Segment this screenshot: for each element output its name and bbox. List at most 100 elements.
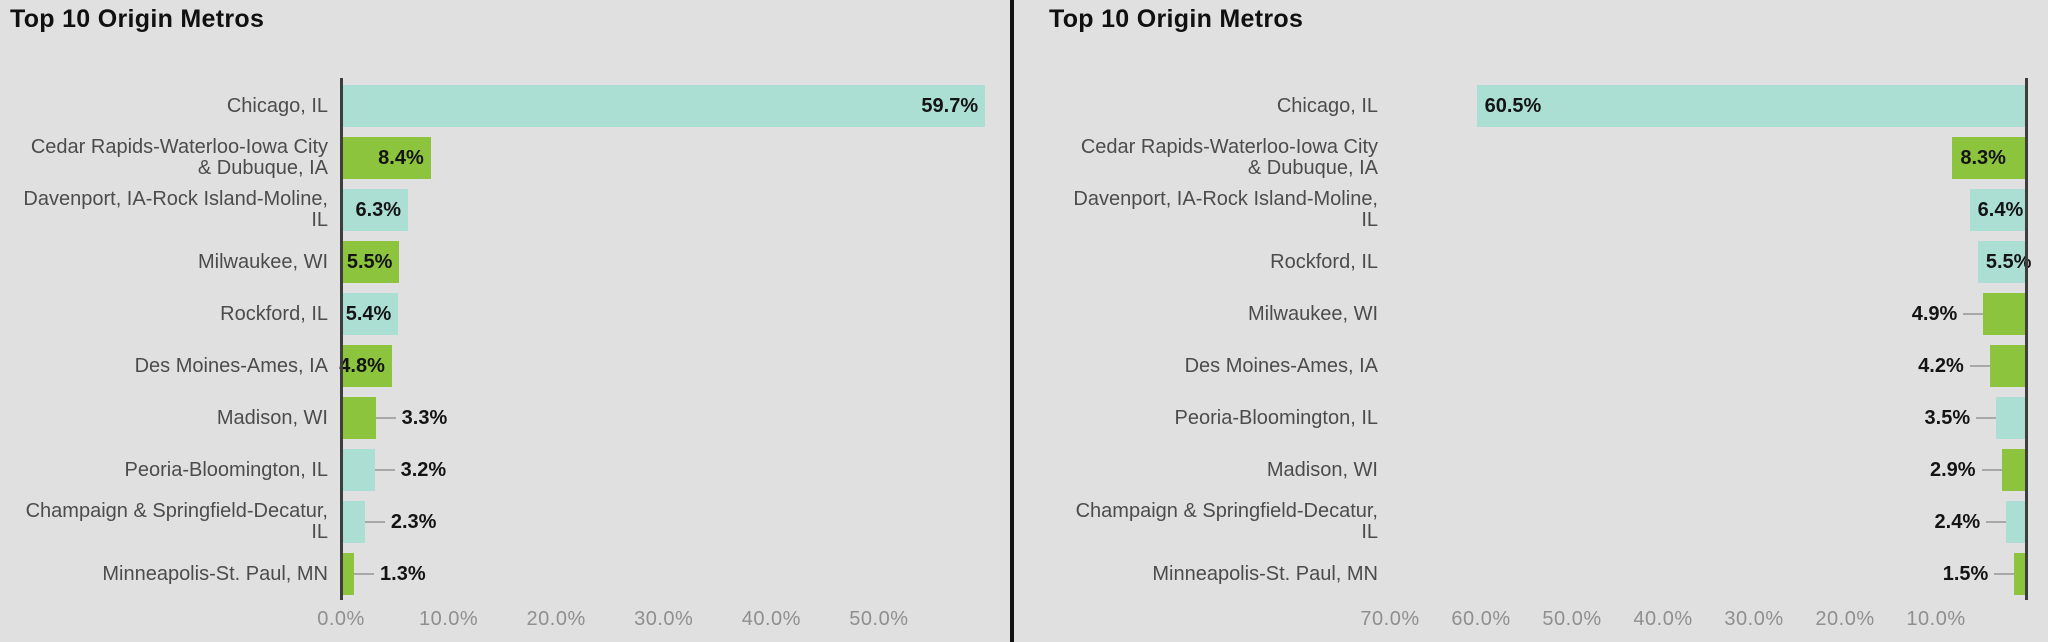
chart-row: Cedar Rapids-Waterloo-Iowa City & Dubuqu… <box>1014 132 2048 184</box>
chart-row: Chicago, IL 59.7% <box>0 80 1010 132</box>
axis-tick-label: 20.0% <box>526 608 586 630</box>
bar[interactable]: 5.4% <box>340 293 399 335</box>
axis-ticks: 0.0% 10.0% 20.0% 30.0% 40.0% 50.0% <box>317 608 1008 634</box>
axis-tick-label: 10.0% <box>418 608 479 630</box>
leader-line <box>1986 521 2007 523</box>
bar[interactable] <box>2006 501 2028 543</box>
bar[interactable] <box>2014 553 2028 595</box>
axis-tick-label: 40.0% <box>741 608 801 630</box>
chart-row: Davenport, IA-Rock Island-Moline, IL 6.3% <box>0 184 1010 236</box>
chart-row: Rockford, IL 5.5% <box>1014 236 2048 288</box>
chart-row: Minneapolis-St. Paul, MN 1.3% <box>0 548 1010 600</box>
value-label-group: 3.2% <box>374 444 447 496</box>
bar-area: 4.8% <box>339 340 1010 392</box>
bar[interactable]: 8.4% <box>340 137 431 179</box>
axis-tick-label: 60.0% <box>1451 608 1511 630</box>
axis-tick-label: 30.0% <box>1724 608 1784 630</box>
bar-area: 2.9% <box>1390 444 2028 496</box>
value-label-group: 2.4% <box>1935 496 2007 548</box>
bar[interactable]: 4.8% <box>339 345 392 387</box>
leader-line <box>1976 417 1997 419</box>
chart-row: Peoria-Bloomington, IL 3.5% <box>1014 392 2048 444</box>
category-label: Cedar Rapids-Waterloo-Iowa City & Dubuqu… <box>1080 136 1378 179</box>
leader-line <box>375 417 396 419</box>
bar[interactable]: 6.3% <box>340 189 409 231</box>
category-label: Madison, WI <box>1266 458 1378 481</box>
value-label: 3.3% <box>401 406 448 429</box>
bar[interactable]: 5.5% <box>1977 241 2031 283</box>
bar[interactable] <box>1983 293 2028 335</box>
value-label-group: 4.9% <box>1912 288 1984 340</box>
origin-metros-chart-right: Top 10 Origin Metros Chicago, IL 60.5% Ced… <box>1014 0 2048 642</box>
axis-tick-label: 40.0% <box>1633 608 1693 630</box>
value-label: 2.3% <box>390 510 437 533</box>
category-label: Peoria-Bloomington, IL <box>1174 406 1378 429</box>
axis-tick-label: 70.0% <box>1360 608 1420 630</box>
chart-row: Milwaukee, WI 5.5% <box>0 236 1010 288</box>
bar[interactable] <box>1996 397 2028 439</box>
rows: Chicago, IL 60.5% Cedar Rapids-Waterloo-Io… <box>1014 80 2048 600</box>
axis-tick-label: 0.0% <box>317 608 365 630</box>
category-label: Des Moines-Ames, IA <box>1184 354 1378 377</box>
bar-area: 3.2% <box>340 444 1010 496</box>
chart-row: Madison, WI 3.3% <box>0 392 1010 444</box>
category-label: Milwaukee, WI <box>1247 302 1378 325</box>
category-label: Milwaukee, WI <box>197 250 328 273</box>
category-label: Minneapolis-St. Paul, MN <box>1152 562 1378 585</box>
axis-tick-label: 10.0% <box>1906 608 1966 630</box>
bar-area: 3.5% <box>1390 392 2028 444</box>
bar-area: 8.3% <box>1390 132 2028 184</box>
value-label-group: 2.3% <box>364 496 437 548</box>
chart-title: Top 10 Origin Metros <box>1049 5 1304 33</box>
axis-line <box>340 78 343 600</box>
bar-area: 3.3% <box>340 392 1010 444</box>
bar[interactable] <box>340 501 365 543</box>
bar-area: 59.7% <box>340 80 1010 132</box>
bar[interactable]: 60.5% <box>1476 85 2028 127</box>
leader-line <box>1994 573 2015 575</box>
category-label: Peoria-Bloomington, IL <box>124 458 328 481</box>
value-label: 1.3% <box>380 562 426 585</box>
bar[interactable] <box>2001 449 2028 491</box>
bar[interactable]: 5.5% <box>340 241 400 283</box>
bar[interactable]: 6.4% <box>1969 189 2028 231</box>
bar-area: 6.3% <box>340 184 1010 236</box>
bar[interactable] <box>340 449 375 491</box>
value-label: 5.4% <box>345 302 392 325</box>
bar[interactable] <box>340 553 355 595</box>
bar-area: 1.3% <box>340 548 1010 600</box>
chart-title: Top 10 Origin Metros <box>10 5 265 33</box>
leader-line <box>1969 365 1990 367</box>
value-label-group: 3.3% <box>375 392 448 444</box>
bar-area: 8.4% <box>340 132 1010 184</box>
value-label: 3.5% <box>1924 406 1971 429</box>
value-label-group: 1.5% <box>1943 548 2015 600</box>
value-label: 6.3% <box>355 198 402 221</box>
chart-row: Rockford, IL 5.4% <box>0 288 1010 340</box>
category-label: Minneapolis-St. Paul, MN <box>102 562 328 585</box>
panel-divider <box>1010 0 1014 642</box>
bar-area: 5.5% <box>340 236 1010 288</box>
value-label: 3.2% <box>400 458 447 481</box>
axis-tick-label: 30.0% <box>634 608 694 630</box>
chart-row: Champaign & Springfield-Decatur, IL 2.3% <box>0 496 1010 548</box>
bar[interactable] <box>1989 345 2028 387</box>
category-label: Davenport, IA-Rock Island-Moline, IL <box>23 188 328 231</box>
value-label: 60.5% <box>1484 94 1542 117</box>
category-label: Cedar Rapids-Waterloo-Iowa City & Dubuqu… <box>30 136 328 179</box>
bar-area: 2.4% <box>1390 496 2028 548</box>
value-label: 1.5% <box>1942 562 1989 585</box>
bar[interactable]: 59.7% <box>340 85 986 127</box>
axis-tick-label: 50.0% <box>849 608 909 630</box>
bar-area: 5.5% <box>1390 236 2031 288</box>
value-label: 2.9% <box>1929 458 1976 481</box>
value-label: 4.9% <box>1911 302 1958 325</box>
chart-row: Milwaukee, WI 4.9% <box>1014 288 2048 340</box>
bar[interactable]: 8.3% <box>1952 137 2028 179</box>
chart-row: Des Moines-Ames, IA 4.8% <box>0 340 1010 392</box>
value-label-group: 2.9% <box>1930 444 2002 496</box>
origin-metros-chart-left: Top 10 Origin Metros Chicago, IL 59.7% Ced… <box>0 0 1010 642</box>
bar[interactable] <box>340 397 376 439</box>
bar-area: 4.2% <box>1390 340 2028 392</box>
